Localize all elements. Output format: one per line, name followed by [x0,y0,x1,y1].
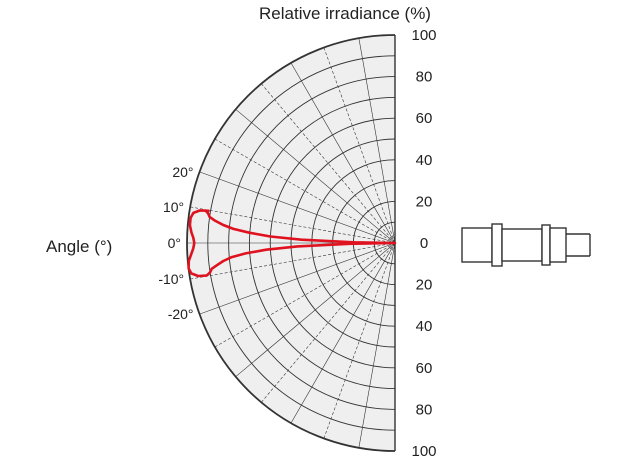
irradiance-series-line [187,209,397,278]
angle-gridline [358,38,396,244]
angle-gridline [358,242,396,448]
angle-tick-label: -20° [168,306,194,322]
radial-tick-label: 100 [411,27,436,44]
radial-tick-label: 20 [416,193,433,210]
radial-tick-label: 60 [416,360,433,377]
angle-axis-label: Angle (°) [46,237,112,256]
radial-tick-label: 40 [416,152,433,169]
angle-gridline [199,171,396,244]
angle-tick-label: 20° [172,164,193,180]
radial-tick-label: 80 [416,69,433,86]
led-connector-icon [461,223,591,267]
chart-title: Relative irradiance (%) [259,4,431,23]
angle-gridline [290,242,396,424]
radial-tick-label: 80 [416,401,433,418]
plot-area [186,34,396,452]
angle-tick-label: 0° [168,235,181,251]
irradiance-curve [187,209,397,278]
angle-gridline [235,109,396,244]
angle-gridline [290,62,396,244]
angle-tick-label: -10° [158,271,184,287]
angle-tick-label: 10° [163,199,184,215]
radial-tick-label: 100 [411,443,436,460]
angle-gridline [199,242,396,315]
radial-tick-label: 20 [416,277,433,294]
angle-gridline [235,242,396,377]
radial-tick-label: 0 [420,235,428,252]
radial-tick-label: 60 [416,110,433,127]
radial-tick-label: 40 [416,318,433,335]
tick-labels: 100 80 60 40 20 0 20 40 60 80 100 20° 10° 0° -10° -20° [158,27,436,460]
